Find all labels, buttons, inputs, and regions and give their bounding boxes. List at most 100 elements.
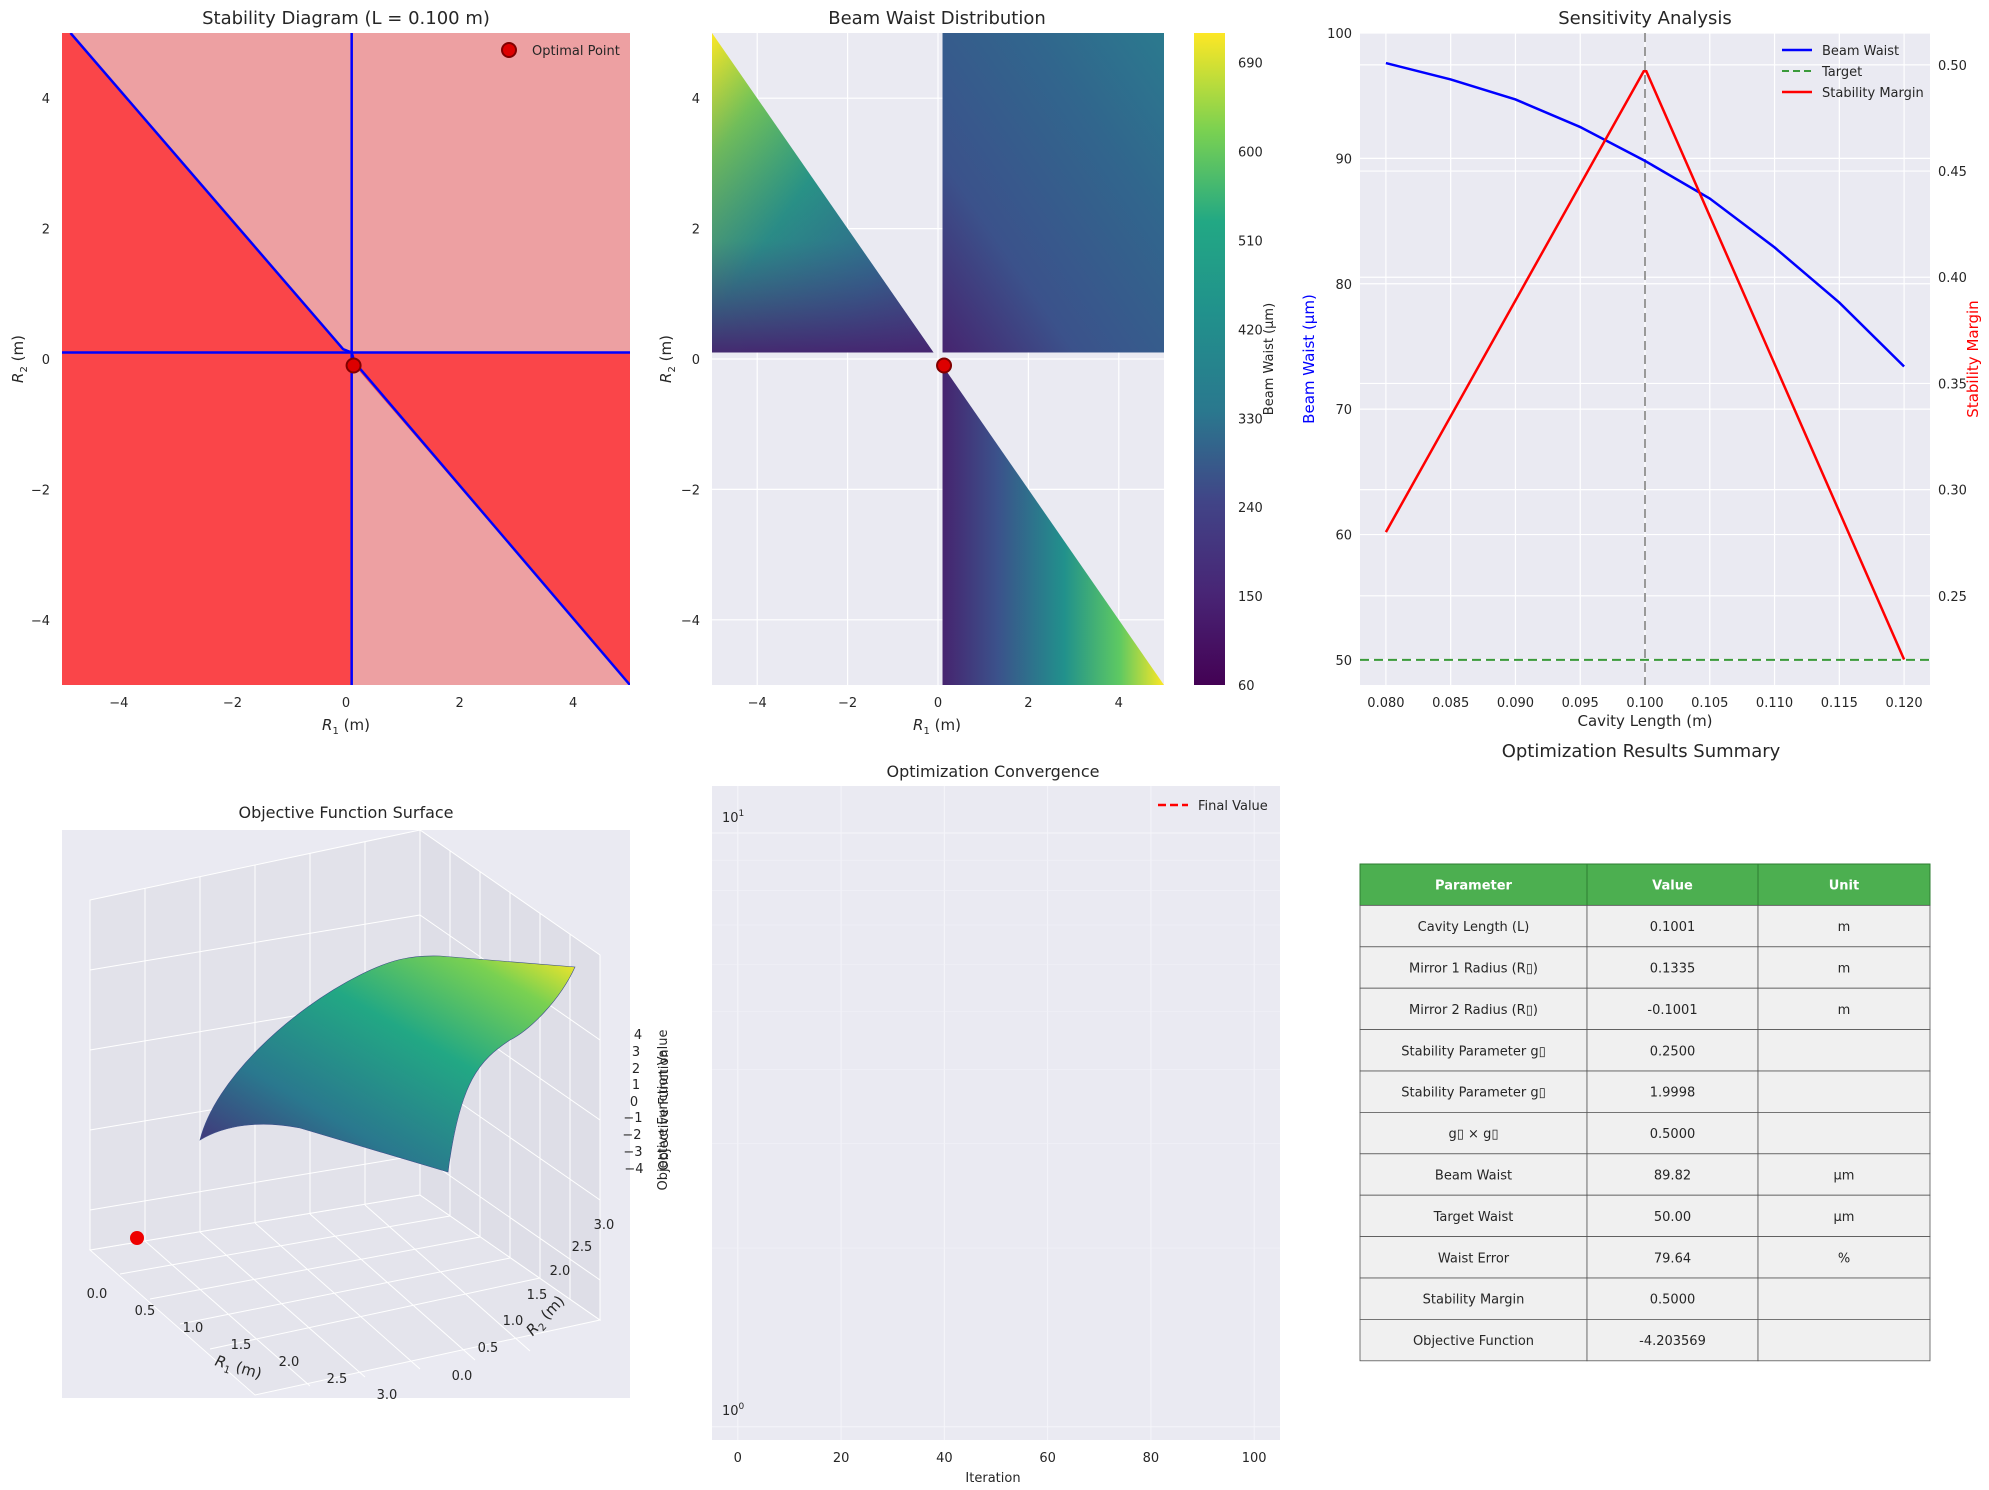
- pane-grid-line: [254, 1222, 421, 1370]
- table-row: Beam Waist 89.82 μm: [1359, 1153, 1931, 1196]
- pane-grid-line: [209, 1277, 541, 1350]
- pane-grid-line: [364, 1204, 531, 1352]
- table-cell: [1757, 1153, 1931, 1196]
- z-tick-label: 0: [630, 1095, 638, 1110]
- table-row: Mirror 1 Radius (R▯) 0.1335 m: [1359, 946, 1931, 989]
- table-cell: [1757, 987, 1931, 1031]
- pane-grid-line: [199, 1231, 366, 1378]
- y-tick-label-left: 90: [1335, 152, 1352, 167]
- legend-label-beam-waist: Beam Waist: [1822, 44, 1899, 59]
- x-tick-label: 0: [934, 696, 942, 711]
- boundary-diagonal-upper: [69, 33, 353, 354]
- y-tick-label: −2: [31, 483, 50, 498]
- series-stability-margin-line: [1384, 69, 1906, 661]
- y-tick-label: 2: [42, 223, 50, 238]
- sensitivity-ticks: 0.080 0.085 0.090 0.095 0.100 0.105 0.110 0.115…: [1327, 27, 1967, 711]
- colorbar-tick-label: 600: [1238, 146, 1263, 161]
- x-subscript: 1: [923, 726, 929, 737]
- convergence-grid: [712, 786, 1280, 1440]
- z-tick-label: 3: [632, 1045, 640, 1060]
- table-cell: [1359, 1194, 1588, 1237]
- y-tick-label-left: 50: [1335, 654, 1352, 669]
- surface-z-ticks: −4 −3 −2 −1 0 1 2 3 4: [622, 1028, 643, 1177]
- y-tick-label: 4: [692, 92, 700, 107]
- x-tick-label: 100: [1242, 1451, 1267, 1466]
- x-tick-label: −2: [838, 696, 857, 711]
- legend-label-final-value: Final Value: [1198, 799, 1268, 814]
- table-cell: [1359, 1277, 1588, 1320]
- table-cell-text: -0.1001: [1647, 1003, 1697, 1018]
- colorbar-ticks: 60 150 240 330 420 510 600 690: [1238, 57, 1263, 694]
- table-header-label: Unit: [1829, 879, 1859, 894]
- x-tick-label: 3.0: [377, 1388, 398, 1403]
- x-tick-label: 0.100: [1626, 696, 1663, 711]
- table-cell: [1586, 946, 1759, 989]
- y-tick-label: 2: [692, 223, 700, 238]
- x-tick-label: 1.5: [231, 1338, 252, 1353]
- table-cell: [1586, 1070, 1759, 1113]
- surface-x-ticks: 0.0 0.5 1.0 1.5 2.0 2.5 3.0: [87, 1287, 398, 1403]
- x-tick-label: 0.095: [1562, 696, 1599, 711]
- table-row: Mirror 2 Radius (R▯) -0.1001 m: [1359, 987, 1931, 1031]
- colorbar-label: Beam Waist (μm): [1262, 303, 1277, 415]
- table-cell: [1359, 1236, 1588, 1279]
- x-tick-label: 40: [936, 1451, 953, 1466]
- y-symbol: R: [657, 373, 675, 383]
- y-subscript: 2: [667, 366, 678, 372]
- table-row: Stability Parameter g▯ 1.9998: [1359, 1070, 1931, 1113]
- table-cell: [1586, 1029, 1759, 1072]
- surface-zlabel: Objective Function Value: [656, 1030, 671, 1191]
- table-header-label: Parameter: [1435, 879, 1513, 894]
- stability-ylabel: R2 (m): [9, 335, 30, 383]
- x-tick-label: 0.115: [1821, 696, 1858, 711]
- table-header-label: Value: [1652, 879, 1693, 894]
- x-tick-label: 2: [455, 696, 463, 711]
- table-cell-text: μm: [1834, 1210, 1855, 1225]
- pane-grid-line: [89, 1154, 421, 1211]
- x-tick-label: 4: [1115, 696, 1123, 711]
- legend-label-stability-margin: Stability Margin: [1822, 86, 1924, 101]
- surface-panel: Objective Function Surface: [62, 803, 671, 1403]
- x-tick-label: 60: [1039, 1451, 1056, 1466]
- table-cell-text: μm: [1834, 1169, 1855, 1184]
- table-cell: [1757, 1277, 1931, 1320]
- sensitivity-title: Sensitivity Analysis: [1558, 8, 1732, 29]
- y-tick-label: −4: [681, 614, 700, 629]
- x-tick-label: 0.120: [1885, 696, 1922, 711]
- table-cell-text: Target Waist: [1433, 1210, 1514, 1225]
- table-cell-text: Beam Waist: [1435, 1169, 1512, 1184]
- table-cell: [1757, 1029, 1931, 1072]
- table-cell-text: Cavity Length (L): [1418, 920, 1530, 935]
- pane-grid-line: [89, 914, 421, 971]
- y-tick-label-right: 0.45: [1938, 165, 1967, 180]
- y-tick-label: −4: [31, 614, 50, 629]
- table-row: Cavity Length (L) 0.1001 m: [1359, 905, 1931, 948]
- y-tick-label: 2.0: [550, 1264, 571, 1279]
- convergence-plot-background: [712, 786, 1280, 1440]
- table-cell-text: 50.00: [1654, 1210, 1691, 1225]
- y-unit: (m): [657, 335, 675, 366]
- z-tick-label: 1: [632, 1078, 640, 1093]
- table-cell: [1586, 1236, 1759, 1279]
- y-symbol: R: [9, 373, 27, 383]
- z-tick-label: −2: [622, 1128, 641, 1143]
- x-unit: (m): [339, 716, 370, 734]
- sensitivity-ylabel-right: Stability Margin: [1964, 300, 1982, 417]
- beam-waist-panel: Beam Waist Distribution −4 −2 0 2 4 −4 −2 0 2 4 6…: [657, 8, 1277, 737]
- table-cell: [1586, 905, 1759, 948]
- colorbar: [1194, 33, 1225, 685]
- x-symbol: R: [913, 716, 923, 734]
- table-cell-text: Mirror 1 Radius (R▯): [1409, 962, 1538, 977]
- beam-waist-region-upper-right: [942, 33, 1164, 353]
- table-header-cell: [1359, 863, 1588, 906]
- z-tick-label: 4: [634, 1028, 642, 1043]
- surface-y-ticks: 0.0 0.5 1.0 1.5 2.0 2.5 3.0: [452, 1218, 615, 1384]
- table-cell: [1757, 946, 1931, 989]
- z-tick-label: 2: [632, 1062, 640, 1077]
- table-row: Waist Error 79.64%: [1359, 1236, 1931, 1279]
- x-tick-label: 2.5: [327, 1372, 348, 1387]
- table-row: Target Waist 50.00 μm: [1359, 1194, 1931, 1237]
- sensitivity-panel: Sensitivity Analysis 0.080 0.085 0.090 0.09…: [1300, 8, 1982, 730]
- table-cell-text: Mirror 2 Radius (R▯): [1409, 1003, 1538, 1018]
- table-cell: [1757, 1112, 1931, 1155]
